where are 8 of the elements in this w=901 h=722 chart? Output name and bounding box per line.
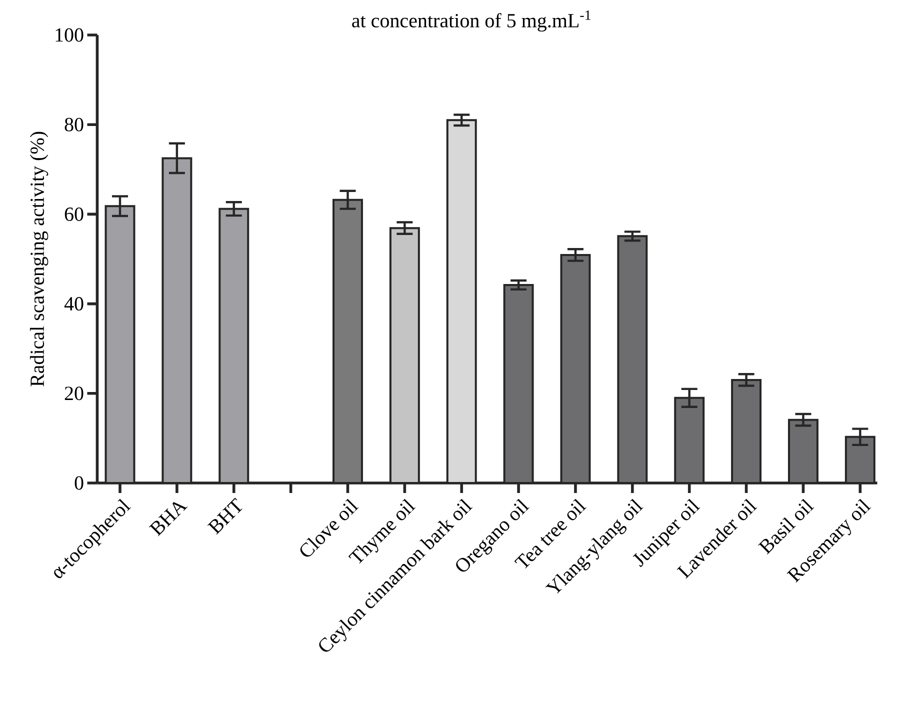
y-tick-label: 80 — [64, 118, 84, 132]
y-tick-label: 40 — [64, 297, 84, 311]
y-tick-label: 20 — [64, 386, 84, 400]
y-tick-label: 100 — [56, 28, 84, 42]
y-axis-title: Radical scavenging activity (%) — [30, 132, 48, 386]
y-tick-label: 0 — [74, 476, 84, 490]
y-tick-label: 60 — [64, 207, 84, 221]
chart-title: at concentration of 5 mg.mL$^{-1}$ — [352, 10, 590, 32]
